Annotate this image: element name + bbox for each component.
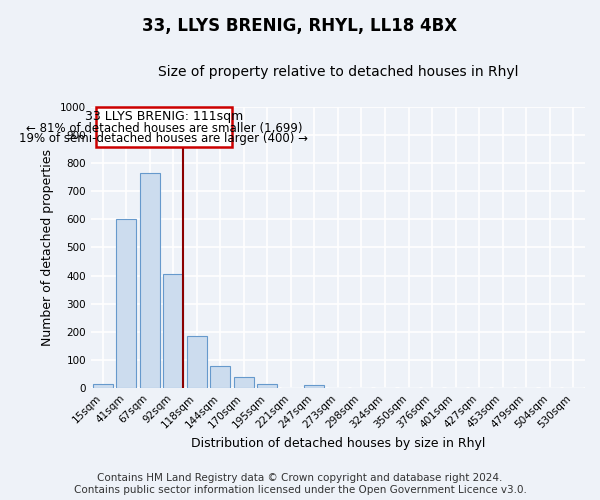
Bar [140, 173, 160, 388]
Bar [257, 384, 277, 388]
Bar [116, 220, 136, 388]
Bar [163, 274, 183, 388]
Title: Size of property relative to detached houses in Rhyl: Size of property relative to detached ho… [158, 65, 518, 79]
Bar [234, 377, 254, 388]
X-axis label: Distribution of detached houses by size in Rhyl: Distribution of detached houses by size … [191, 437, 485, 450]
Y-axis label: Number of detached properties: Number of detached properties [41, 149, 55, 346]
Bar [92, 384, 113, 388]
Text: 33, LLYS BRENIG, RHYL, LL18 4BX: 33, LLYS BRENIG, RHYL, LL18 4BX [142, 18, 458, 36]
Bar [210, 366, 230, 388]
Text: ← 81% of detached houses are smaller (1,699): ← 81% of detached houses are smaller (1,… [26, 122, 302, 135]
Text: 33 LLYS BRENIG: 111sqm: 33 LLYS BRENIG: 111sqm [85, 110, 243, 123]
Bar [304, 385, 325, 388]
Text: Contains HM Land Registry data © Crown copyright and database right 2024.
Contai: Contains HM Land Registry data © Crown c… [74, 474, 526, 495]
Bar [187, 336, 207, 388]
Text: 19% of semi-detached houses are larger (400) →: 19% of semi-detached houses are larger (… [19, 132, 308, 145]
FancyBboxPatch shape [95, 107, 232, 148]
